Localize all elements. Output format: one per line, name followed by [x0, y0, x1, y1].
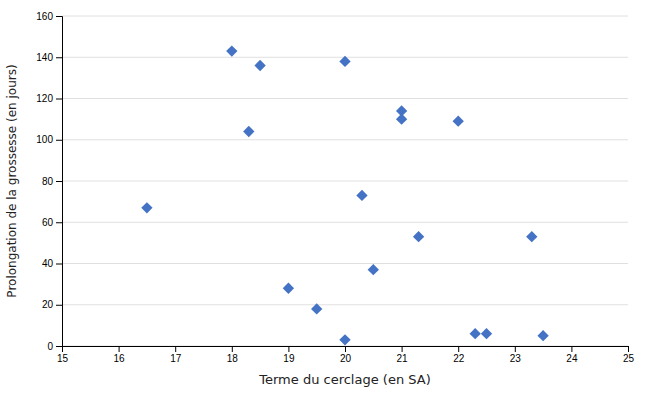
x-axis-line — [63, 347, 629, 353]
y-tick-label: 80 — [42, 176, 54, 187]
x-tick-label: 19 — [283, 353, 295, 364]
point — [470, 328, 481, 339]
x-axis: 15 16 17 18 19 20 21 22 23 24 25 — [57, 346, 635, 364]
x-tick: 15 — [57, 346, 69, 364]
point — [453, 116, 464, 127]
x-tick-label: 25 — [623, 353, 635, 364]
grid-line — [62, 16, 628, 17]
y-axis-title: Prolongation de la grossesse (en jours) — [5, 64, 19, 297]
y-tick-label: 140 — [36, 52, 53, 63]
y-tick-label: 20 — [42, 299, 54, 310]
y-tick-mark — [56, 305, 62, 306]
y-tick: 40 — [42, 258, 62, 269]
x-tick-mark — [571, 346, 572, 352]
point — [254, 60, 265, 71]
x-tick-label: 24 — [566, 353, 578, 364]
point — [356, 190, 367, 201]
y-tick-label: 100 — [36, 134, 53, 145]
point — [283, 283, 294, 294]
y-tick: 160 — [36, 11, 62, 22]
point — [339, 334, 350, 345]
x-tick: 23 — [510, 346, 522, 364]
grid-line — [62, 139, 628, 140]
x-tick-label: 16 — [114, 353, 126, 364]
x-tick: 18 — [227, 346, 239, 364]
point — [141, 202, 152, 213]
x-axis-title: Terme du cerclage (en SA) — [258, 372, 430, 387]
x-tick: 20 — [340, 346, 352, 364]
y-axis-line — [56, 17, 63, 347]
x-tick-label: 20 — [340, 353, 352, 364]
grid — [62, 16, 628, 346]
x-tick: 24 — [566, 346, 578, 364]
x-tick-label: 23 — [510, 353, 522, 364]
x-tick-label: 18 — [227, 353, 239, 364]
y-tick: 80 — [42, 176, 62, 187]
point — [537, 330, 548, 341]
x-tick-label: 21 — [397, 353, 409, 364]
y-tick-label: 60 — [42, 217, 54, 228]
point — [226, 45, 237, 56]
grid-line — [62, 98, 628, 99]
x-tick-mark — [628, 346, 629, 352]
chart: 15 16 17 18 19 20 21 22 23 24 25 0 20 40 60 80 100 120 140… — [0, 0, 650, 394]
y-tick-mark — [56, 99, 62, 100]
x-tick-mark — [232, 346, 233, 352]
point — [339, 56, 350, 67]
grid-line — [62, 304, 628, 305]
points — [141, 45, 549, 345]
y-tick-label: 160 — [36, 11, 53, 22]
y-tick-mark — [56, 57, 62, 58]
y-tick-mark — [56, 346, 62, 347]
y-tick: 120 — [36, 93, 62, 104]
y-tick-mark — [56, 181, 62, 182]
point — [368, 264, 379, 275]
x-tick-mark — [515, 346, 516, 352]
y-tick: 140 — [36, 52, 62, 63]
plot: 15 16 17 18 19 20 21 22 23 24 25 0 20 40 60 80 100 120 140… — [36, 11, 634, 364]
point — [526, 231, 537, 242]
y-tick-mark — [56, 140, 62, 141]
y-tick-label: 40 — [42, 258, 54, 269]
y-tick: 100 — [36, 134, 62, 145]
x-tick: 22 — [453, 346, 465, 364]
x-tick: 17 — [170, 346, 182, 364]
x-tick-label: 17 — [170, 353, 182, 364]
point — [311, 303, 322, 314]
grid-line — [62, 222, 628, 223]
x-tick-mark — [288, 346, 289, 352]
x-tick-label: 22 — [453, 353, 465, 364]
x-tick: 21 — [397, 346, 409, 364]
grid-line — [62, 181, 628, 182]
y-tick-mark — [56, 16, 62, 17]
x-tick: 16 — [114, 346, 126, 364]
x-tick-mark — [119, 346, 120, 352]
y-tick-label: 120 — [36, 93, 53, 104]
y-tick: 20 — [42, 299, 62, 310]
point — [243, 126, 254, 137]
grid-line — [62, 263, 628, 264]
x-tick-mark — [458, 346, 459, 352]
point — [413, 231, 424, 242]
point — [396, 113, 407, 124]
point — [481, 328, 492, 339]
x-tick-mark — [175, 346, 176, 352]
y-tick-mark — [56, 222, 62, 223]
x-tick: 19 — [283, 346, 295, 364]
y-tick-mark — [56, 264, 62, 265]
x-tick-mark — [402, 346, 403, 352]
y-tick: 0 — [47, 341, 62, 352]
y-tick-label: 0 — [47, 341, 53, 352]
x-tick: 25 — [623, 346, 635, 364]
x-tick-mark — [345, 346, 346, 352]
y-tick: 60 — [42, 217, 62, 228]
y-axis: 0 20 40 60 80 100 120 140 160 — [36, 11, 62, 352]
x-tick-label: 15 — [57, 353, 69, 364]
